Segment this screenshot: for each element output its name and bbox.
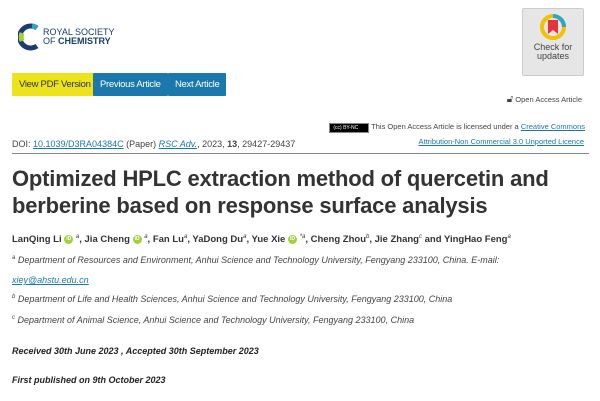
logo-line2b: CHEMISTRY: [58, 36, 111, 46]
aff-sup: a: [12, 255, 16, 261]
check-line1: Check for: [533, 42, 573, 52]
licence-text: This Open Access Article is licensed und…: [371, 122, 521, 131]
rsc-logo-icon: [18, 23, 39, 51]
published-date: First published on 9th October 2023: [12, 375, 166, 385]
doi-line: DOI: 10.1039/D3RA04384C (Paper) RSC Adv.…: [12, 139, 295, 149]
aff-text: Department of Animal Science, Anhui Scie…: [17, 315, 415, 325]
orcid-icon[interactable]: iD: [288, 235, 297, 245]
author-affiliation-sup: a: [75, 234, 80, 240]
rsc-logo[interactable]: ROYAL SOCIETY OF CHEMISTRY: [18, 23, 115, 51]
previous-article-button[interactable]: Previous Article: [93, 73, 168, 96]
author-list: LanQing Li iD a, Jia Cheng iD a, Fan Lua…: [12, 234, 511, 246]
logo-line1: ROYAL SOCIETY: [43, 27, 115, 37]
logo-line2a: OF: [43, 36, 58, 46]
cc-by-nc-badge[interactable]: (cc) BY-NC: [329, 123, 370, 133]
author-name[interactable]: Jia Cheng: [84, 234, 130, 246]
author-name[interactable]: Jie Zhang: [374, 234, 419, 246]
author-name[interactable]: Cheng Zhou: [310, 234, 366, 246]
author[interactable]: YaDong Dua: [192, 234, 246, 245]
licence-line: (cc) BY-NC This Open Access Article is l…: [329, 122, 585, 133]
author-affiliation-sup: a: [183, 234, 188, 240]
aff-text: Department of Life and Health Sciences, …: [17, 294, 453, 304]
author-affiliation-sup: a: [243, 234, 247, 240]
author-affiliation-sup: a: [507, 234, 511, 240]
author-affiliation-sup: a: [144, 234, 148, 240]
author-name[interactable]: YaDong Du: [192, 234, 244, 246]
orcid-icon[interactable]: iD: [64, 235, 74, 245]
author[interactable]: YingHao Fenga: [444, 234, 511, 245]
author-affiliation-sup: c: [418, 234, 422, 240]
email-link[interactable]: xiey@ahstu.edu.cn: [12, 275, 89, 285]
check-line2: updates: [536, 51, 570, 61]
divider: [12, 153, 589, 154]
check-for-updates-badge[interactable]: Check for updates: [522, 8, 584, 76]
open-access-text: Open Access Article: [515, 95, 582, 104]
author-name[interactable]: Yue Xie: [251, 234, 286, 246]
bookmark-icon: [540, 14, 566, 40]
aff-sup: c: [12, 315, 15, 321]
year: , 2023,: [197, 139, 228, 149]
doi-link[interactable]: 10.1039/D3RA04384C: [33, 139, 124, 149]
author-affiliation-sup: *a: [299, 234, 306, 240]
author[interactable]: LanQing Li iD a: [12, 234, 79, 245]
affiliation-b: b Department of Life and Health Sciences…: [12, 294, 452, 304]
open-lock-icon: 🔓︎: [506, 94, 514, 105]
author[interactable]: Yue Xie iD *a: [252, 234, 306, 245]
creative-commons-link[interactable]: Creative Commons: [520, 122, 585, 131]
journal-link[interactable]: RSC Adv.: [158, 139, 198, 149]
received-date: Received 30th June 2023 , Accepted 30th …: [12, 346, 259, 356]
pages: , 29427-29437: [237, 139, 296, 149]
article-title: Optimized HPLC extraction method of quer…: [12, 166, 549, 218]
author[interactable]: Jia Cheng iD a: [85, 234, 148, 245]
doi-label: DOI:: [12, 139, 34, 149]
view-pdf-button[interactable]: View PDF Version: [12, 73, 98, 96]
author-name[interactable]: LanQing Li: [12, 234, 62, 246]
cc-badge-text: BY-NC: [343, 125, 359, 131]
licence-link[interactable]: Attribution-Non Commercial 3.0 Unported …: [418, 137, 585, 146]
author-name[interactable]: Fan Lu: [152, 234, 184, 246]
author-affiliation-sup: b: [366, 234, 370, 240]
author-name[interactable]: YingHao Feng: [443, 234, 508, 246]
author[interactable]: Fan Lua: [153, 234, 187, 245]
volume: 13: [227, 139, 238, 149]
author[interactable]: Cheng Zhoub: [311, 234, 370, 245]
author[interactable]: Jie Zhangc: [375, 234, 422, 245]
affiliation-c: c Department of Animal Science, Anhui Sc…: [12, 315, 414, 325]
aff-sup: b: [12, 294, 16, 300]
next-article-button[interactable]: Next Article: [168, 73, 227, 96]
open-access-label: 🔓︎ Open Access Article: [507, 94, 582, 105]
article-type: (Paper): [123, 139, 159, 149]
orcid-icon[interactable]: iD: [132, 235, 142, 245]
affiliation-a: a Department of Resources and Environmen…: [12, 255, 499, 265]
aff-text: Department of Resources and Environment,…: [17, 255, 500, 265]
